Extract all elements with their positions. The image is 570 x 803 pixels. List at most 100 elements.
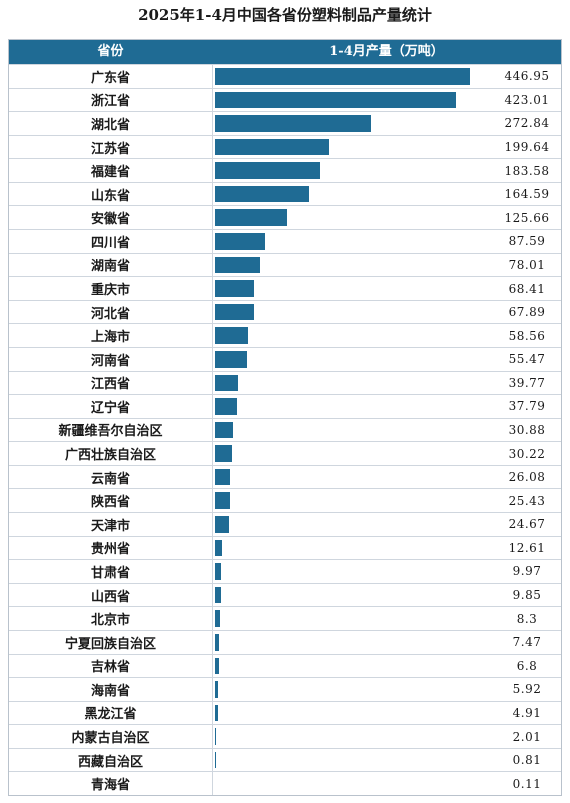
province-label: 新疆维吾尔自治区 (58, 424, 163, 440)
table-row: 山东省 164.59 (9, 181, 561, 206)
production-value-label: 87.59 (508, 234, 546, 249)
table-row: 江苏省 199.64 (9, 134, 561, 159)
production-bar (215, 657, 219, 675)
table-row: 西藏自治区 0.81 (9, 747, 561, 772)
production-value-label: 5.92 (512, 682, 542, 697)
bar-cell: 24.67 (212, 513, 561, 536)
province-label: 辽宁省 (90, 400, 130, 416)
table-row: 陕西省 25.43 (9, 488, 561, 513)
production-bar (215, 115, 371, 132)
production-bar (215, 633, 220, 651)
province-label: 安徽省 (90, 212, 130, 228)
production-value-label: 423.01 (504, 92, 550, 107)
table-row: 辽宁省 37.79 (9, 394, 561, 418)
table-row: 甘肃省 9.97 (9, 559, 561, 583)
province-label: 内蒙古自治区 (71, 731, 150, 747)
production-bar (215, 516, 230, 533)
bar-cell: 26.08 (212, 465, 561, 489)
production-bar (215, 704, 218, 722)
production-bar (215, 468, 230, 486)
table-row: 内蒙古自治区 2.01 (9, 724, 561, 748)
production-value-label: 30.88 (508, 422, 546, 437)
table-row: 重庆市 68.41 (9, 276, 561, 300)
table-row: 云南省 26.08 (9, 464, 561, 489)
production-column-header: 1-4月产量（万吨） (329, 44, 444, 59)
chart-title: 2025年1-4月中国各省份塑料制品产量统计 (138, 6, 432, 24)
province-label: 四川省 (90, 235, 130, 251)
production-bar (215, 91, 457, 109)
production-bar (215, 256, 260, 274)
production-bar (215, 421, 233, 439)
production-bar (215, 539, 223, 557)
province-label: 江西省 (90, 377, 130, 393)
bar-cell: 12.61 (212, 536, 561, 560)
production-bar (215, 138, 329, 156)
table-row: 安徽省 125.66 (9, 205, 561, 230)
production-value-label: 7.47 (512, 635, 542, 650)
province-label: 西藏自治区 (77, 754, 143, 770)
table-row: 湖北省 272.84 (9, 111, 561, 135)
bar-cell: 183.58 (212, 159, 561, 182)
table-header: 省份 1-4月产量（万吨） (9, 40, 561, 64)
bar-cell: 199.64 (212, 135, 561, 159)
production-bar (215, 610, 220, 627)
province-label: 山西省 (90, 589, 130, 605)
bar-cell: 37.79 (212, 395, 561, 418)
province-column-header: 省份 (97, 44, 124, 59)
production-bar (215, 445, 233, 462)
province-label: 青海省 (90, 778, 130, 794)
bar-cell: 68.41 (212, 277, 561, 300)
production-value-label: 39.77 (508, 375, 546, 390)
bar-cell: 5.92 (212, 678, 561, 701)
production-table: 省份 1-4月产量（万吨） 广东省 446.95 浙江省 423.01 湖北省 272.8… (8, 39, 562, 796)
production-value-label: 9.85 (512, 588, 542, 603)
province-label: 贵州省 (90, 542, 130, 558)
province-label: 江苏省 (90, 141, 130, 157)
table-row: 广西壮族自治区 30.22 (9, 441, 561, 465)
production-value-label: 58.56 (508, 328, 546, 343)
production-value-label: 12.61 (508, 540, 546, 555)
table-row: 河北省 67.89 (9, 299, 561, 324)
bar-cell: 58.56 (212, 324, 561, 347)
table-row: 海南省 5.92 (9, 677, 561, 701)
table-row: 湖南省 78.01 (9, 252, 561, 277)
province-label: 陕西省 (90, 495, 130, 511)
bar-cell: 4.91 (212, 701, 561, 725)
production-bar (215, 327, 249, 344)
bar-cell: 125.66 (212, 206, 561, 230)
production-value-label: 68.41 (508, 281, 546, 296)
production-bar (215, 374, 238, 392)
production-value-label: 446.95 (504, 69, 550, 84)
table-row: 青海省 0.11 (9, 771, 561, 795)
province-label: 重庆市 (90, 283, 130, 298)
bar-cell: 6.8 (212, 654, 561, 678)
table-row: 上海市 58.56 (9, 323, 561, 347)
production-value-label: 2.01 (512, 729, 542, 744)
province-label: 海南省 (90, 683, 130, 699)
table-row: 北京市 8.3 (9, 606, 561, 630)
province-label: 云南省 (90, 471, 130, 487)
production-value-label: 6.8 (516, 658, 538, 673)
table-row: 江西省 39.77 (9, 370, 561, 395)
bar-cell: 446.95 (212, 65, 561, 88)
bar-cell: 67.89 (212, 300, 561, 324)
bar-cell: 9.97 (212, 560, 561, 583)
province-label: 黑龙江省 (84, 707, 137, 723)
province-label: 宁夏回族自治区 (64, 636, 156, 652)
bar-cell: 25.43 (212, 489, 561, 513)
production-value-label: 24.67 (508, 517, 546, 532)
table-row: 宁夏回族自治区 7.47 (9, 629, 561, 654)
production-value-label: 0.81 (512, 753, 542, 768)
production-bar (215, 209, 287, 227)
table-row: 福建省 183.58 (9, 158, 561, 182)
province-label: 北京市 (90, 613, 130, 629)
province-label: 山东省 (90, 188, 130, 204)
bar-cell: 8.3 (212, 607, 561, 630)
province-label: 湖南省 (90, 259, 130, 275)
bar-cell: 272.84 (212, 112, 561, 135)
production-value-label: 0.11 (512, 776, 542, 791)
production-value-label: 183.58 (504, 163, 550, 178)
bar-cell: 55.47 (212, 347, 561, 371)
bar-cell: 164.59 (212, 182, 561, 206)
table-row: 新疆维吾尔自治区 30.88 (9, 417, 561, 442)
